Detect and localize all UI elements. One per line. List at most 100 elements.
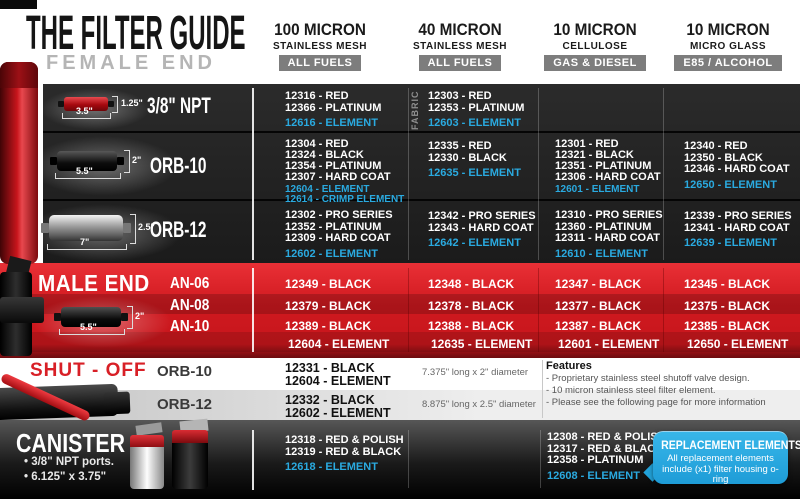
part-number: 12352 - PLATINUM (285, 220, 382, 233)
dimension-label: 5.5" (76, 166, 93, 176)
divider (252, 430, 254, 490)
element-part-number: 12608 - ELEMENT (547, 469, 640, 482)
part-number: 12311 - HARD COAT (555, 232, 660, 244)
column-title: 10 MICRON (553, 20, 637, 39)
male-end-heading: MALE END (38, 270, 150, 296)
divider (408, 88, 409, 260)
canister-polished-cap (130, 435, 164, 447)
element-part-number: 12650 - ELEMENT (687, 337, 789, 351)
cell-orb12-microglass: 12339 - PRO SERIES 12341 - HARD COAT 126… (684, 210, 792, 250)
element-part-number: 12635 - ELEMENT (428, 167, 521, 179)
element-part-number: 12614 - CRIMP ELEMENT (285, 194, 405, 205)
part-number: 12353 - PLATINUM (428, 101, 525, 114)
element-part-number: 12604 - ELEMENT (285, 184, 370, 195)
part-number: 12331 - BLACK (285, 361, 375, 375)
part-number: 12342 - PRO SERIES (428, 210, 536, 222)
row-label-an06: AN-06 (170, 275, 210, 292)
part-number: 12354 - PLATINUM (285, 160, 382, 172)
row-label-an10: AN-10 (170, 318, 210, 335)
male-end-band (0, 263, 800, 358)
dimension-label: 5.5" (80, 322, 97, 332)
dimension-label: 2.5" (138, 222, 155, 232)
shutoff-valve-fitting (103, 391, 131, 415)
part-number: 12306 - HARD COAT (555, 171, 661, 183)
canister-black-cap (172, 430, 208, 443)
fuel-badge: GAS & DIESEL (544, 55, 646, 71)
filter-port (117, 157, 124, 165)
red-filter-cap (0, 62, 38, 88)
dimension-bracket (62, 113, 111, 119)
filter-port (58, 101, 64, 107)
part-number: 12324 - BLACK (285, 149, 364, 161)
part-number: 12335 - RED (428, 140, 492, 152)
cell-orb12-100micron: 12302 - PRO SERIES 12352 - PLATINUM 1230… (285, 209, 393, 260)
row-label-an08: AN-08 (170, 297, 210, 314)
element-part-number: 12602 - ELEMENT (285, 247, 378, 260)
features-heading: Features (546, 360, 592, 372)
column-header-10-micron-glass: 10 MICRON MICRO GLASS E85 / ALCOHOL (653, 20, 800, 71)
column-title: 40 MICRON (418, 20, 502, 39)
orb12-filter-photo (41, 215, 131, 241)
row-label-shutoff-orb12: ORB-12 (157, 396, 213, 413)
row-label-shutoff-orb10: ORB-10 (157, 363, 213, 380)
fuel-badge: E85 / ALCOHOL (674, 55, 782, 71)
element-part-number: 12650 - ELEMENT (684, 178, 777, 191)
part-number: 12304 - RED (285, 138, 349, 150)
part-number: 12375 - BLACK (684, 299, 771, 313)
part-number: 12347 - BLACK (555, 277, 642, 291)
cell-orb10-40micron: 12335 - RED 12330 - BLACK 12635 - ELEMEN… (428, 140, 521, 180)
divider (663, 268, 664, 352)
divider (538, 88, 539, 260)
part-number: 12378 - BLACK (428, 299, 515, 313)
part-number: 12309 - HARD COAT (285, 232, 391, 244)
element-part-number: 12601 - ELEMENT (555, 184, 640, 195)
element-part-number: 12610 - ELEMENT (555, 247, 648, 260)
feature-item: - 10 micron stainless steel filter eleme… (546, 385, 716, 396)
dimension-bracket (130, 214, 136, 244)
divider (663, 88, 664, 260)
row-label-npt: 3/8" NPT (147, 93, 211, 118)
part-number: 12346 - HARD COAT (684, 163, 790, 175)
part-number: 12360 - PLATINUM (555, 220, 652, 233)
size-note: 8.875" long x 2.5" diameter (422, 399, 536, 410)
canister-heading: CANISTER (16, 428, 125, 458)
cell-npt-40micron: 12303 - RED 12353 - PLATINUM 12603 - ELE… (428, 90, 525, 130)
element-part-number: 12616 - ELEMENT (285, 117, 378, 129)
part-number: 12301 - RED (555, 138, 619, 150)
part-number: 12387 - BLACK (555, 319, 642, 333)
female-end-heading: FEMALE END (46, 52, 216, 74)
filter-port (108, 101, 114, 107)
element-part-number: 12639 - ELEMENT (684, 237, 777, 249)
cell-orb12-40micron: 12342 - PRO SERIES 12343 - HARD COAT 126… (428, 210, 536, 250)
part-number: 12343 - HARD COAT (428, 221, 534, 234)
divider (252, 88, 254, 260)
divider (408, 268, 409, 352)
divider (540, 430, 541, 488)
part-number: 12307 - HARD COAT (285, 171, 391, 183)
part-number: 12358 - PLATINUM (547, 454, 644, 466)
canister-bullet: • 6.125" x 3.75" (24, 471, 107, 483)
feature-item: - Please see the following page for more… (546, 397, 766, 408)
filter-port (50, 157, 57, 165)
fabric-note: FABRIC (410, 90, 420, 131)
npt-filter-photo (58, 97, 114, 111)
canister-black-photo (172, 443, 208, 489)
element-part-number: 12642 - ELEMENT (428, 237, 521, 249)
filter-port (123, 223, 131, 233)
red-filter-photo (0, 62, 38, 264)
part-number: 12341 - HARD COAT (684, 221, 790, 234)
element-part-number: 12635 - ELEMENT (431, 337, 533, 351)
column-subtitle: CELLULOSE (562, 41, 628, 52)
row-label-orb10: ORB-10 (150, 153, 207, 178)
part-number: 12330 - BLACK (428, 151, 507, 164)
dimension-bracket (124, 150, 130, 173)
dimension-label: 3.5" (76, 106, 93, 116)
part-number: 12385 - BLACK (684, 319, 771, 333)
canister-polished-photo (130, 447, 164, 489)
part-number: 12316 - RED (285, 90, 349, 102)
divider (542, 360, 543, 418)
cell-canister-100micron: 12318 - RED & POLISH 12319 - RED & BLACK… (285, 434, 404, 474)
part-number: 12321 - BLACK (555, 149, 634, 161)
cell-orb10-cellulose: 12301 - RED 12321 - BLACK 12351 - PLATIN… (555, 139, 661, 195)
column-subtitle: MICRO GLASS (689, 41, 767, 52)
